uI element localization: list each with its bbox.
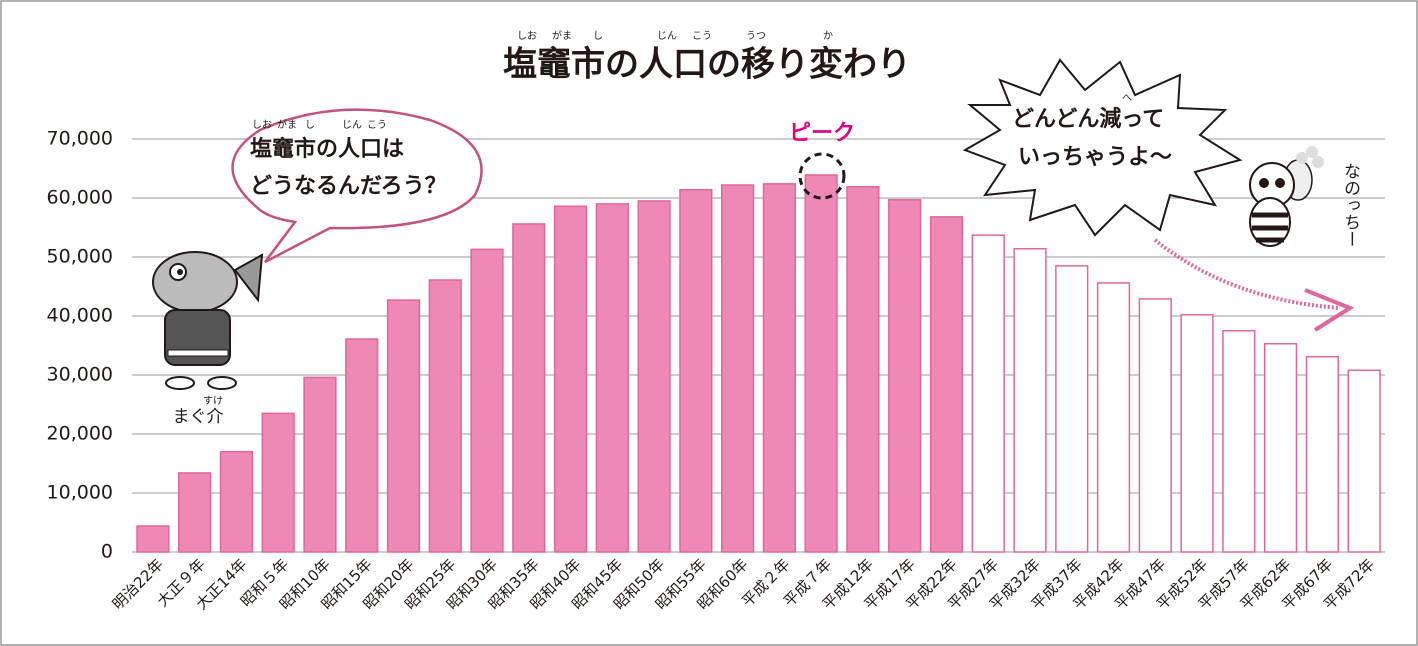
ruby: しお xyxy=(252,119,272,131)
ruby: じん xyxy=(342,119,362,131)
bar xyxy=(1098,283,1130,552)
ruby: こう xyxy=(367,119,387,131)
bar xyxy=(680,190,712,552)
character-nanocchi xyxy=(1250,146,1324,246)
bar xyxy=(471,249,503,552)
bar xyxy=(638,201,670,552)
bar xyxy=(972,235,1004,552)
y-tick-label: 70,000 xyxy=(47,128,113,150)
bar xyxy=(1223,331,1255,552)
bubble-text: 塩竈市の人口は xyxy=(250,136,404,162)
bar xyxy=(1139,299,1171,552)
bar xyxy=(764,184,796,552)
chart: 塩竈市の人口の移り変わり しお がま し じん こう うつ か ピーク 塩竈市の… xyxy=(0,0,1418,646)
bar xyxy=(1056,266,1088,552)
character-name: なのっちー xyxy=(1340,162,1360,247)
y-tick-label: 50,000 xyxy=(47,246,113,268)
bubble-text: いっちゃうよ〜 xyxy=(1018,145,1172,170)
bar xyxy=(388,300,420,552)
ruby: しお xyxy=(517,30,537,42)
bar xyxy=(931,217,963,552)
character-name: まぐ介 xyxy=(173,407,224,427)
ruby: し xyxy=(305,119,315,131)
bar xyxy=(429,280,461,552)
bar xyxy=(304,377,336,552)
ruby: か xyxy=(823,30,833,42)
chart-title: 塩竈市の人口の移り変わり xyxy=(503,45,911,85)
y-tick-label: 60,000 xyxy=(47,187,113,209)
ruby: じん xyxy=(657,30,677,42)
bar xyxy=(1014,249,1046,552)
bar xyxy=(555,206,587,552)
peak-label: ピーク xyxy=(789,121,855,146)
bar xyxy=(596,204,628,552)
y-tick-label: 0 xyxy=(101,541,113,563)
bubble-text: どうなるんだろう？ xyxy=(250,174,447,199)
bar xyxy=(1181,315,1213,552)
ruby: へ xyxy=(1122,93,1132,104)
bar xyxy=(1306,357,1338,552)
ruby: うつ xyxy=(746,30,766,42)
bubble-text: どんどん減って xyxy=(1012,107,1164,132)
bar xyxy=(221,452,253,552)
bar xyxy=(137,526,169,552)
y-tick-label: 30,000 xyxy=(47,364,113,386)
bar xyxy=(346,339,378,552)
x-tick-label: 明治22年 xyxy=(109,555,167,613)
ruby: し xyxy=(593,30,603,42)
bar xyxy=(179,473,211,552)
bar xyxy=(1265,344,1297,552)
ruby: すけ xyxy=(203,395,223,407)
bar xyxy=(262,413,294,552)
bar xyxy=(513,224,545,552)
ruby: こう xyxy=(692,30,712,42)
character-maguske xyxy=(153,252,262,389)
ruby: がま xyxy=(277,118,297,131)
bar xyxy=(847,187,879,552)
y-tick-label: 10,000 xyxy=(47,482,113,504)
y-tick-label: 40,000 xyxy=(47,305,113,327)
bar xyxy=(722,185,754,552)
trend-arrow xyxy=(1155,240,1340,308)
ruby: がま xyxy=(552,29,572,42)
bar xyxy=(1348,370,1380,552)
y-tick-label: 20,000 xyxy=(47,423,113,445)
arrow-head xyxy=(1305,290,1350,330)
bar xyxy=(805,175,837,552)
bar xyxy=(889,200,921,552)
